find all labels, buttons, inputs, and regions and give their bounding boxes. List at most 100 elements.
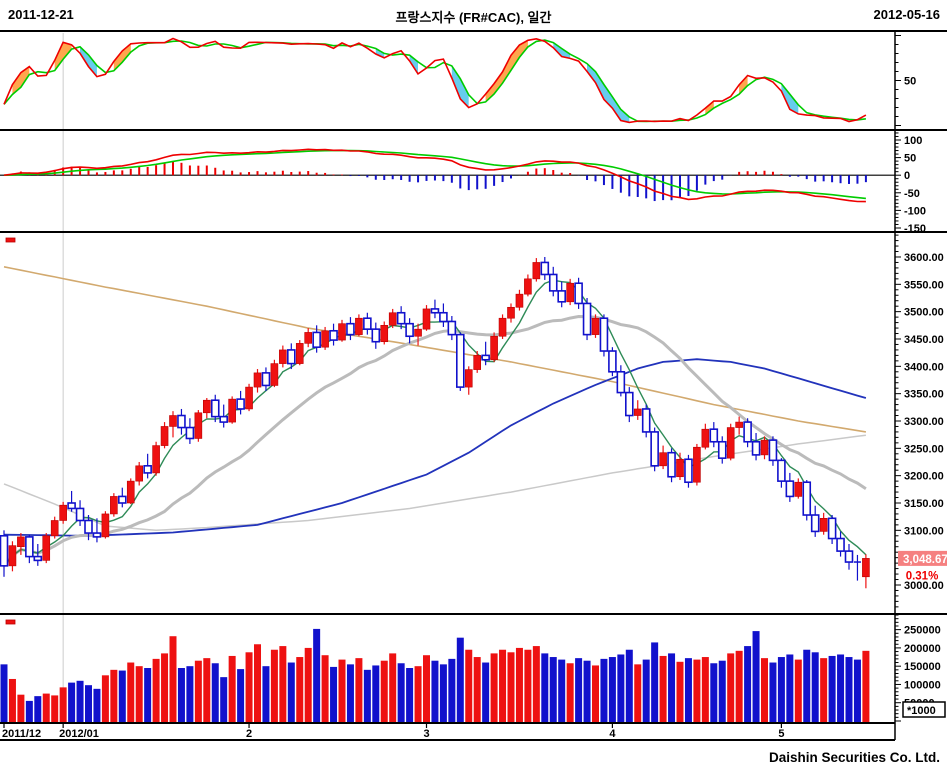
- candle: [498, 314, 507, 339]
- volume-bar: [473, 657, 481, 722]
- volume-bar: [786, 654, 794, 722]
- volume-bar: [710, 663, 718, 722]
- volume-unit: *1000: [902, 701, 946, 718]
- oscillator-fill-up: [54, 42, 72, 71]
- candle-body-up: [169, 415, 177, 427]
- candle-body-up: [862, 558, 870, 578]
- volume-bar: [668, 653, 676, 722]
- volume-bar: [220, 677, 228, 722]
- volume-bar: [423, 655, 430, 722]
- axis-tick-label: 3000.00: [904, 580, 944, 592]
- candle: [515, 289, 524, 311]
- candle: [794, 478, 803, 499]
- volume-bar: [194, 660, 202, 722]
- x-axis-label: 3: [423, 728, 429, 740]
- candle-body-down: [312, 331, 321, 348]
- macd-signal-line: [3, 149, 866, 200]
- candle: [59, 501, 67, 524]
- candle: [304, 328, 313, 348]
- candle: [557, 281, 567, 308]
- candle-body-up: [515, 293, 524, 308]
- candle-body-down: [430, 308, 440, 314]
- volume-bar: [761, 658, 768, 722]
- candle-body-down: [346, 322, 355, 336]
- volume-bar: [93, 688, 101, 722]
- candle: [160, 422, 169, 449]
- volume-bar: [245, 652, 253, 722]
- candle-body-up: [388, 312, 397, 326]
- volume-bar: [845, 657, 853, 722]
- candle: [608, 347, 617, 377]
- oscillator-fill-up: [12, 66, 30, 95]
- volume-bar: [566, 663, 574, 722]
- candle-body-down: [709, 428, 719, 443]
- volume-bar: [304, 647, 312, 722]
- candle-body-down: [743, 421, 752, 443]
- volume-bar: [684, 658, 692, 722]
- candle: [17, 533, 25, 555]
- candle: [717, 436, 727, 464]
- candle: [819, 512, 828, 535]
- candle: [447, 316, 457, 341]
- volume-bar: [8, 678, 16, 722]
- candle: [726, 423, 735, 461]
- candle: [701, 423, 710, 450]
- panel-price: [0, 237, 870, 589]
- candle-body-up: [464, 369, 473, 388]
- volume-bar: [211, 663, 219, 722]
- volume-bar: [769, 662, 777, 722]
- candle: [261, 367, 271, 391]
- volume-bar: [853, 659, 861, 722]
- axis-tick-label: -50: [904, 188, 920, 200]
- candle: [751, 433, 761, 461]
- candle-body-down: [540, 261, 550, 276]
- candle-body-up: [101, 513, 110, 538]
- volume-bar: [363, 669, 371, 722]
- volume-bar: [735, 650, 743, 722]
- chart-title: 프랑스지수 (FR#CAC), 일간: [395, 10, 552, 25]
- candle: [50, 516, 59, 539]
- x-axis-label: 2012/01: [59, 728, 99, 740]
- axis-tick-label: 200000: [904, 643, 941, 655]
- panel-volume: [0, 619, 870, 722]
- oscillator-fast-line: [3, 37, 867, 124]
- candle-body-up: [735, 421, 743, 428]
- candle: [143, 453, 152, 479]
- candle: [194, 410, 203, 442]
- candle: [169, 411, 177, 438]
- candle-body-up: [160, 426, 169, 446]
- candle-body-up: [760, 439, 769, 456]
- candle: [286, 343, 296, 370]
- volume-bar: [262, 666, 270, 722]
- candle-body-down: [92, 532, 102, 538]
- candle: [591, 314, 600, 338]
- volume-bar: [803, 649, 811, 722]
- volume-bar: [456, 637, 464, 722]
- volume-bar: [541, 653, 549, 722]
- axis-tick-label: 50: [904, 76, 916, 88]
- candle: [507, 303, 515, 323]
- candle: [203, 398, 211, 419]
- candle-body-down: [616, 370, 626, 394]
- candle: [862, 554, 870, 589]
- candle-body-down: [67, 502, 76, 510]
- volume-bar: [575, 658, 583, 722]
- volume-bar: [51, 695, 59, 722]
- candle-body-down: [455, 333, 465, 388]
- volume-bar: [406, 668, 414, 722]
- volume-bar: [549, 657, 557, 722]
- volume-bar: [659, 655, 667, 722]
- candle-body-down: [396, 311, 406, 325]
- candle: [735, 416, 743, 435]
- candle-body-up: [59, 504, 67, 521]
- candle: [659, 445, 667, 470]
- volume-bar: [169, 636, 177, 722]
- candle: [110, 493, 118, 517]
- candle: [616, 365, 626, 397]
- candle: [75, 500, 85, 526]
- candle: [836, 531, 845, 557]
- candle-body-down: [447, 320, 457, 336]
- volume-bar: [76, 680, 84, 722]
- candle: [270, 359, 279, 388]
- candle-body-down: [574, 282, 583, 305]
